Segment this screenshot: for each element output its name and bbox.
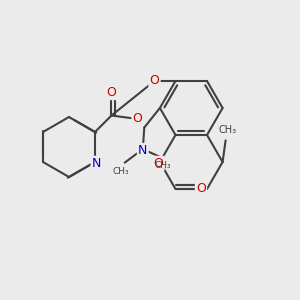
Text: O: O	[133, 112, 142, 125]
Text: O: O	[196, 182, 206, 196]
Text: N: N	[138, 144, 148, 157]
Text: N: N	[92, 157, 101, 170]
Text: O: O	[150, 74, 159, 87]
Text: CH₃: CH₃	[113, 167, 130, 176]
Text: O: O	[106, 86, 116, 99]
Text: O: O	[154, 157, 163, 170]
Text: CH₃: CH₃	[154, 161, 171, 170]
Text: CH₃: CH₃	[218, 125, 236, 135]
